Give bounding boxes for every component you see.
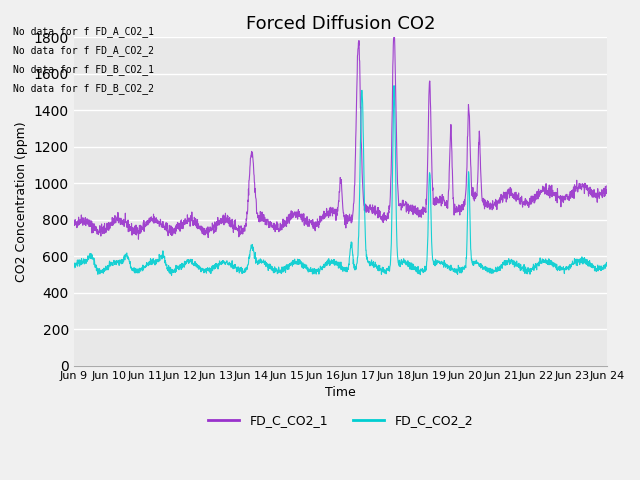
X-axis label: Time: Time [325,386,356,399]
Text: No data for f FD_B_CO2_1: No data for f FD_B_CO2_1 [13,64,154,75]
Legend: FD_C_CO2_1, FD_C_CO2_2: FD_C_CO2_1, FD_C_CO2_2 [203,409,478,432]
Title: Forced Diffusion CO2: Forced Diffusion CO2 [246,15,435,33]
Text: No data for f FD_B_CO2_2: No data for f FD_B_CO2_2 [13,83,154,94]
Y-axis label: CO2 Concentration (ppm): CO2 Concentration (ppm) [15,121,28,282]
Text: No data for f FD_A_CO2_1: No data for f FD_A_CO2_1 [13,25,154,36]
Text: No data for f FD_A_CO2_2: No data for f FD_A_CO2_2 [13,45,154,56]
